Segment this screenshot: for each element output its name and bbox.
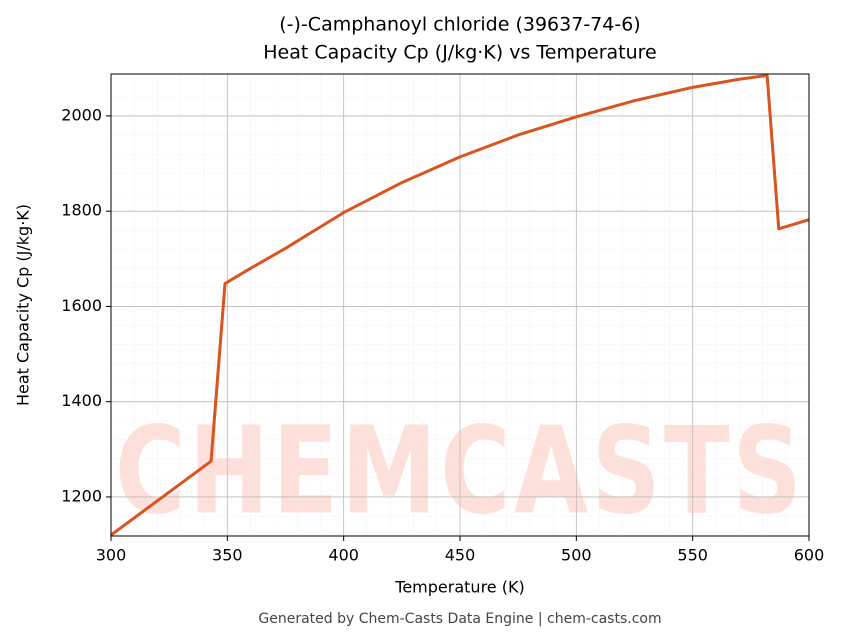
footer: Generated by Chem-Casts Data Engine | ch… <box>258 611 661 627</box>
x-tick-label: 450 <box>445 546 476 565</box>
chart-subtitle: Heat Capacity Cp (J/kg·K) vs Temperature <box>263 42 657 64</box>
y-tick-label: 1200 <box>61 486 102 505</box>
plot-frame <box>110 73 810 537</box>
y-axis-label: Heat Capacity Cp (J/kg·K) <box>14 204 33 406</box>
x-tick-label: 400 <box>328 546 359 565</box>
y-tick-label: 1400 <box>61 391 102 410</box>
x-axis-label: Temperature (K) <box>394 578 524 597</box>
x-tick-label: 350 <box>212 546 243 565</box>
y-tick-label: 1800 <box>61 201 102 220</box>
x-tick-label: 550 <box>677 546 708 565</box>
x-tick-label: 300 <box>96 546 127 565</box>
x-tick-label: 500 <box>561 546 592 565</box>
watermark: CHEMCASTS <box>115 403 805 542</box>
data-line <box>110 73 810 537</box>
y-tick-label: 2000 <box>61 105 102 124</box>
x-tick-label: 600 <box>794 546 825 565</box>
chart-title: (-)-Camphanoyl chloride (39637-74-6) <box>279 14 640 36</box>
y-tick-label: 1600 <box>61 296 102 315</box>
